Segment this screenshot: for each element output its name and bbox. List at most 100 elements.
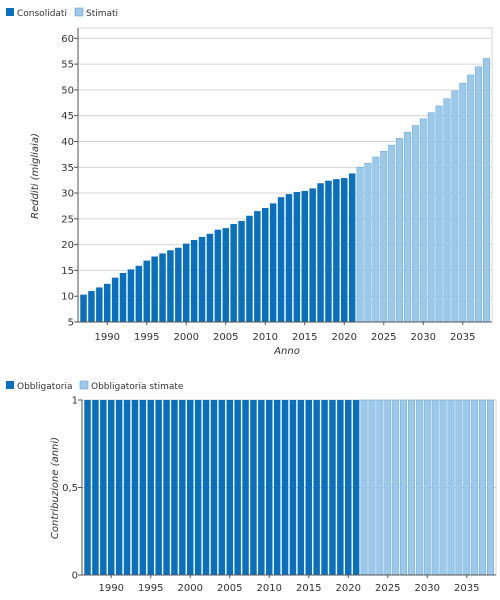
income-x-tick-label: 2035 (450, 332, 475, 343)
contribution-x-tick-label: 2015 (296, 583, 321, 594)
contribution-bar-consolidated (92, 400, 99, 575)
contribution-bar-consolidated (297, 400, 305, 575)
income-bar-consolidated (238, 220, 245, 322)
income-bar-consolidated (151, 256, 158, 322)
income-bar-consolidated (285, 194, 293, 322)
contribution-bar-consolidated (131, 400, 139, 575)
income-bar-consolidated (127, 269, 135, 322)
contribution-bar-consolidated (234, 400, 241, 575)
contribution-bar-consolidated (313, 400, 320, 575)
income-bar-consolidated (96, 287, 103, 322)
income-bar-consolidated (135, 265, 143, 322)
income-bar-consolidated (119, 273, 127, 322)
contribution-bar-estimated (376, 399, 384, 576)
legend-swatch-obbligatoria-stimate (79, 380, 89, 390)
x-axis-title-income: Anno (273, 346, 300, 357)
contribution-bar-consolidated (345, 400, 352, 575)
contribution-x-tick-label: 1990 (99, 583, 124, 594)
income-bar-estimated (364, 162, 372, 323)
contribution-bar-consolidated (266, 400, 273, 575)
contribution-bar-consolidated (226, 400, 233, 575)
income-x-tick-label: 2000 (174, 332, 199, 343)
contribution-x-tick-label: 2005 (217, 583, 242, 594)
contribution-bar-consolidated (258, 400, 265, 575)
income-bar-consolidated (198, 236, 206, 322)
contribution-bar-estimated (423, 399, 431, 576)
contribution-bar-estimated (392, 399, 400, 576)
income-bar-estimated (443, 98, 451, 323)
income-bar-consolidated (183, 243, 190, 322)
income-bar-consolidated (277, 197, 285, 322)
contribution-bar-estimated (439, 399, 447, 576)
income-bar-consolidated (293, 192, 301, 322)
income-bar-estimated (396, 138, 404, 323)
contribution-x-tick-label: 2035 (454, 583, 479, 594)
income-bar-consolidated (309, 188, 316, 322)
contribution-bar-estimated (479, 399, 487, 576)
contribution-bar-consolidated (187, 400, 194, 575)
income-bar-consolidated (325, 180, 332, 322)
income-bar-estimated (356, 167, 364, 323)
income-x-tick-label: 2025 (371, 332, 396, 343)
income-x-tick-label: 1995 (134, 332, 159, 343)
income-bar-consolidated (246, 215, 253, 322)
income-y-tick-label: 10 (61, 292, 74, 303)
contribution-bar-consolidated (352, 400, 360, 575)
y-axis-title-income: Redditi (migliaia) (30, 133, 41, 219)
income-bar-consolidated (262, 208, 269, 322)
contribution-bar-consolidated (281, 400, 289, 575)
income-y-tick-label: 45 (61, 111, 74, 122)
contribution-bar-estimated (463, 399, 471, 576)
income-bar-consolidated (190, 239, 198, 322)
income-bar-consolidated (222, 228, 229, 322)
contribution-bar-consolidated (337, 400, 344, 575)
contribution-bar-consolidated (250, 400, 257, 575)
contribution-bar-consolidated (194, 400, 202, 575)
income-bar-consolidated (111, 277, 119, 322)
contribution-x-tick-label: 2030 (415, 583, 440, 594)
contribution-bar-consolidated (123, 400, 131, 575)
contribution-bar-estimated (400, 399, 408, 576)
legend-swatch-consolidati (6, 8, 14, 16)
income-y-tick-label: 60 (61, 34, 74, 45)
contribution-bar-consolidated (179, 400, 186, 575)
income-y-tick-label: 35 (61, 163, 74, 174)
income-bar-estimated (459, 82, 467, 323)
income-bar-consolidated (143, 260, 150, 322)
legend-swatch-obbligatoria (6, 381, 14, 389)
legend-label-stimati: Stimati (86, 9, 118, 19)
income-y-tick-label: 50 (61, 85, 74, 96)
contribution-bar-consolidated (329, 400, 336, 575)
income-y-tick-label: 30 (61, 189, 74, 200)
income-bar-consolidated (254, 211, 261, 322)
income-bar-estimated (482, 58, 490, 323)
contribution-x-tick-label: 2000 (178, 583, 203, 594)
income-bar-estimated (419, 118, 427, 323)
income-bar-estimated (411, 125, 419, 323)
income-bar-estimated (403, 131, 411, 323)
income-bar-consolidated (167, 250, 174, 322)
contribution-y-tick-label: 0 (72, 571, 78, 582)
contribution-y-tick-label: 0,5 (62, 483, 78, 494)
contribution-bar-estimated (455, 399, 463, 576)
contribution-x-tick-label: 2010 (257, 583, 282, 594)
income-legend: Consolidati Stimati (6, 7, 118, 19)
contribution-plot: 0 0,5 1 1990 1995 2000 2005 2010 2015 2020 2025 203… (62, 396, 497, 594)
contribution-x-tick-label: 2020 (336, 583, 361, 594)
income-y-tick-label: 5 (68, 318, 74, 329)
contribution-bar-estimated (431, 399, 439, 576)
income-x-tick-label: 2030 (411, 332, 436, 343)
income-bar-consolidated (269, 203, 277, 322)
contribution-bar-consolidated (218, 400, 226, 575)
contribution-bar-consolidated (305, 400, 312, 575)
income-bar-consolidated (341, 178, 348, 322)
income-x-tick-label: 2005 (213, 332, 238, 343)
legend-swatch-stimati (74, 7, 84, 17)
contribution-bar-consolidated (242, 400, 249, 575)
income-bar-estimated (467, 74, 475, 323)
contribution-bar-consolidated (210, 400, 218, 575)
income-bar-consolidated (214, 229, 222, 322)
contribution-bar-estimated (368, 399, 376, 576)
contribution-bar-consolidated (139, 400, 147, 575)
